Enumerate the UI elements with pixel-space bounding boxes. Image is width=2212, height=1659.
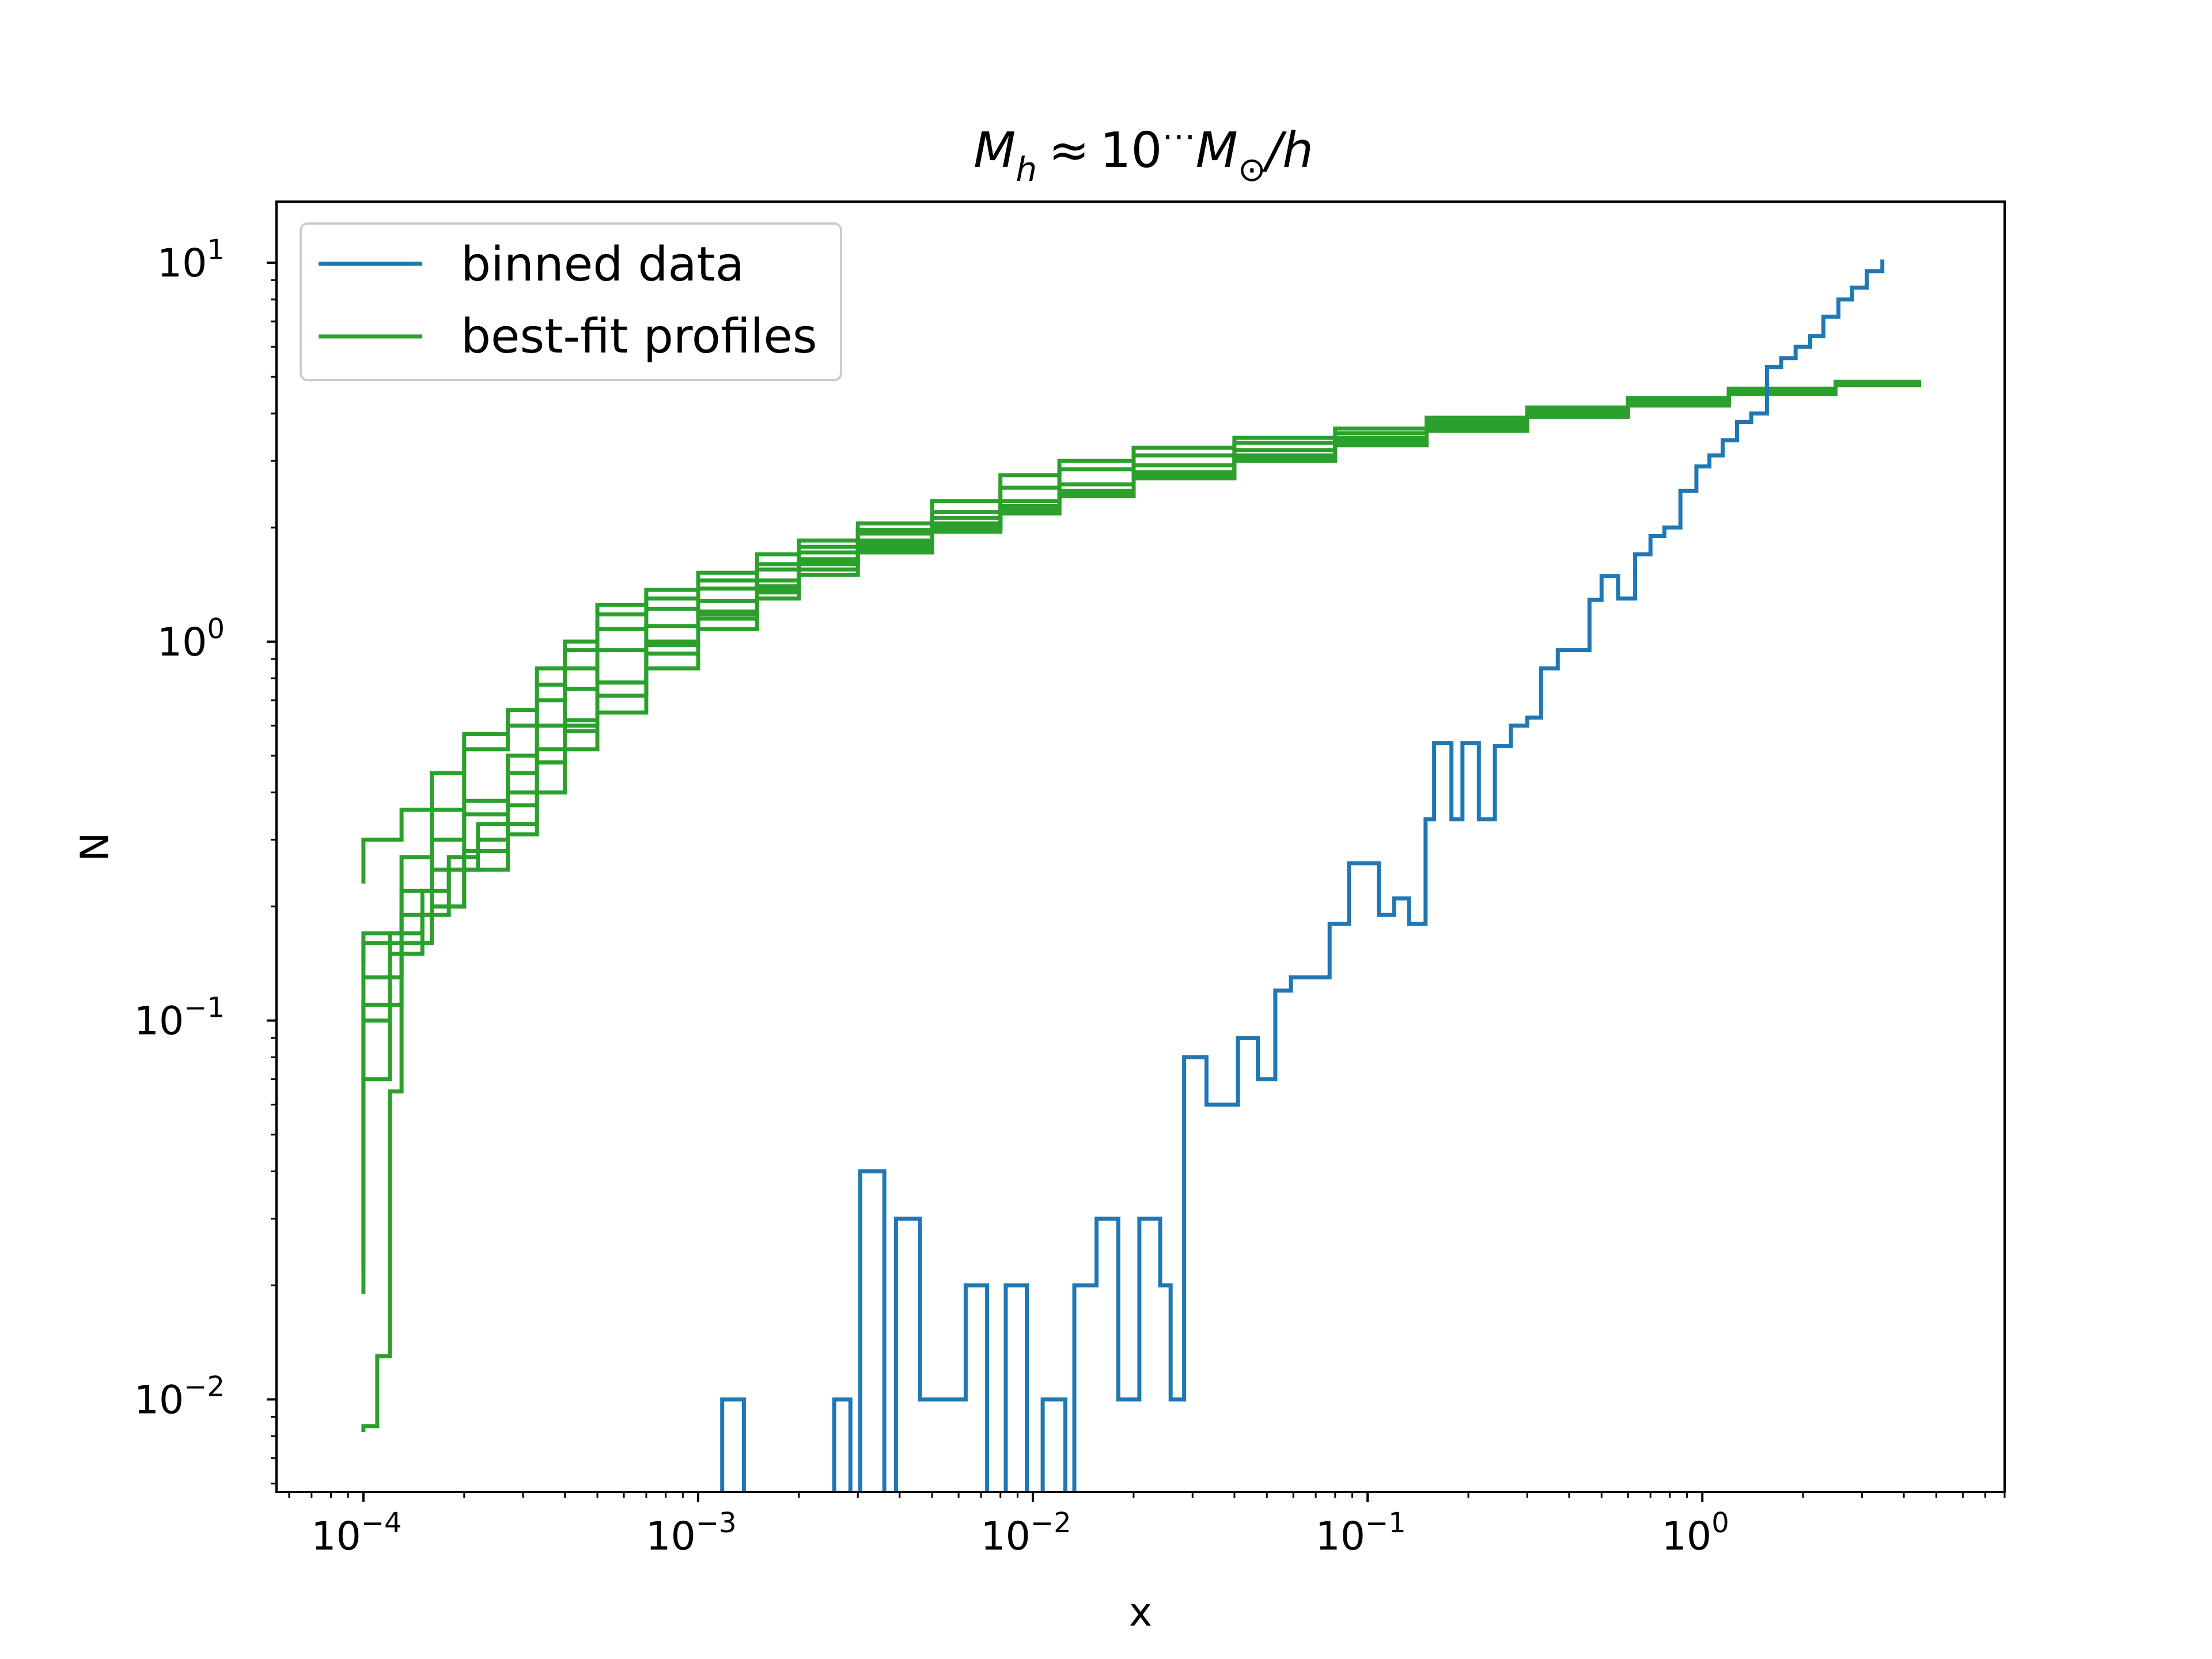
- x-axis: 10−4 10−3 10−2 10−1 100: [288, 1492, 2006, 1559]
- series-best-fit-profile-8: [361, 382, 1921, 1433]
- plot-frame: [275, 200, 2006, 1493]
- x-tick-label: 10−1: [1315, 1507, 1406, 1559]
- x-tick-label: 10−4: [311, 1507, 402, 1559]
- legend-box: [300, 222, 842, 381]
- plot-area: [361, 259, 1921, 1492]
- x-tick-label: 100: [1662, 1507, 1729, 1559]
- y-tick-label: 101: [157, 234, 225, 286]
- y-tick-label: 10−1: [134, 992, 225, 1044]
- y-axis-label: N: [73, 832, 118, 862]
- y-tick-label: 10−2: [134, 1370, 225, 1423]
- legend-label-best-fit-profiles: best-fit profiles: [461, 309, 817, 364]
- legend-label-binned-data: binned data: [461, 237, 744, 292]
- chart-title: Mh ≈10⋯M⊙/h: [974, 116, 1313, 189]
- x-axis-label: x: [1129, 1590, 1152, 1635]
- y-tick-label: 100: [157, 613, 225, 665]
- x-tick-label: 10−3: [646, 1507, 736, 1559]
- legend: binned data best-fit profiles: [300, 222, 842, 381]
- y-axis: 101 100 10−1 10−2: [134, 234, 276, 1484]
- series-binned-data: [720, 259, 1885, 1492]
- x-tick-label: 10−2: [980, 1507, 1071, 1559]
